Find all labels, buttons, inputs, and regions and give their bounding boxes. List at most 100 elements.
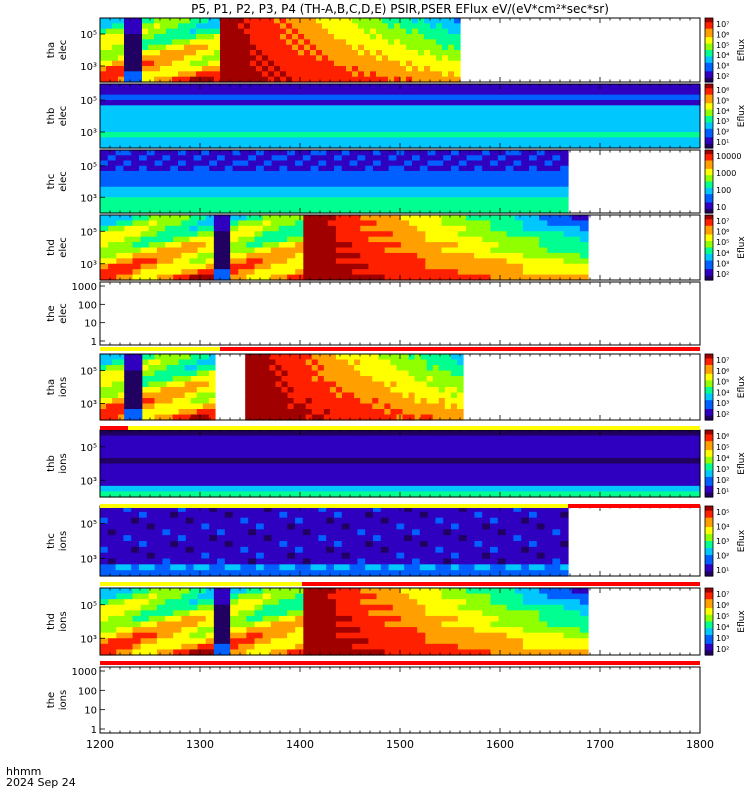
panel-thb-elec-cell: [610, 126, 621, 133]
panel-tha-elec-cell: [352, 28, 359, 35]
panel-thc-elec-cell: [396, 197, 405, 204]
panel-tha-elec-cell: [154, 55, 161, 62]
panel-thd-elec-cell: [531, 263, 540, 270]
panel-tha-elec-cell: [424, 28, 431, 35]
panel-tha-elec-cell: [214, 18, 221, 24]
panel-thd-elec-cell: [189, 236, 199, 243]
panel-thb-elec-cell: [470, 84, 481, 90]
panel-thc-elec-cell: [380, 186, 390, 193]
panel-thd-elec-colorbar-segment: [705, 217, 713, 220]
panel-tha-elec-cell: [100, 55, 107, 62]
panel-thb-elec-cell: [600, 137, 611, 144]
panel-tha-elec-cell: [412, 44, 419, 51]
panel-tha-elec-cell: [310, 39, 317, 46]
panel-thb-elec-cell: [240, 137, 251, 144]
panel-thd-elec-cell: [278, 252, 288, 259]
panel-tha-elec-cell: [178, 44, 185, 51]
panel-thc-elec-cell: [427, 202, 436, 209]
panel-tha-elec-cell: [418, 71, 425, 78]
panel-thc-elec-cell: [357, 207, 366, 214]
panel-thd-elec-cell: [327, 274, 337, 281]
panel-thc-elec-cell: [326, 186, 335, 193]
panel-tha-ions-cell: [305, 376, 313, 383]
panel-thc-elec-cell: [256, 150, 265, 156]
panel-thc-elec-colorbar-segment: [705, 192, 713, 195]
panel-thd-elec-cell: [165, 215, 174, 222]
panel-thc-elec-cell: [240, 160, 249, 167]
panel-thb-ions-cell: [460, 491, 471, 498]
panel-thb-elec-cell: [670, 121, 681, 128]
panel-thc-elec-cell: [240, 207, 249, 214]
panel-tha-ions-cell: [408, 376, 416, 383]
panel-thc-elec-colorbar-segment: [705, 171, 713, 174]
panel-tha-ions-colorbar-segment: [705, 400, 713, 403]
panel-thc-elec-cell: [217, 181, 226, 188]
panel-thb-elec-cell: [160, 142, 171, 149]
panel-tha-elec-cell: [340, 23, 347, 30]
panel-thb-elec-cell: [510, 132, 521, 138]
panel-thb-elec-cell: [690, 121, 701, 128]
panel-tha-elec-cell: [280, 71, 287, 78]
panel-thc-elec-cell: [170, 202, 179, 209]
panel-thb-elec-cell: [550, 94, 561, 101]
panel-thc-elec-cell: [544, 171, 553, 177]
panel-thc-elec-cell: [544, 197, 553, 204]
panel-thd-elec-cell: [555, 263, 565, 270]
panel-tha-ions-cell: [287, 354, 295, 361]
panel-thd-elec-cell: [156, 215, 166, 222]
panel-tha-ions-cell: [136, 354, 143, 361]
panel-thc-elec-cell: [318, 176, 327, 183]
panel-tha-elec-cell: [346, 76, 353, 83]
panel-thd-elec-cell: [384, 242, 394, 249]
panel-tha-elec-cell: [388, 66, 395, 72]
panel-thb-elec-cell: [460, 126, 471, 133]
panel-thb-elec-cell: [620, 89, 631, 96]
panel-thb-ions-cell: [430, 457, 441, 465]
panel-tha-ions-cell: [390, 381, 398, 388]
panel-tha-ions-cell: [154, 354, 162, 361]
panel-thd-elec-cell: [490, 269, 500, 276]
panel-thd-elec-cell: [189, 242, 199, 249]
panel-thc-elec-cell: [380, 150, 390, 156]
panel-tha-ions-colorbar-segment: [705, 378, 713, 381]
panel-thd-elec-cell: [466, 269, 475, 276]
panel-thb-elec-cell: [530, 142, 541, 149]
panel-tha-ions-cell: [414, 376, 422, 383]
panel-thc-elec-cell: [248, 207, 257, 214]
panel-tha-ions-cell: [438, 392, 446, 399]
panel-tha-ions-cell: [420, 359, 428, 366]
panel-thc-elec-cell: [404, 171, 413, 177]
panel-thb-ions-cell: [150, 430, 161, 437]
panel-thc-elec-cell: [279, 176, 288, 183]
panel-tha-ions-cell: [100, 370, 107, 377]
panel-tha-ions-colorbar-segment: [705, 382, 713, 386]
panel-thb-elec-cell: [260, 110, 271, 117]
panel-thc-elec-cell: [224, 186, 234, 193]
panel-thc-elec-cell: [404, 155, 413, 162]
panel-thd-elec-cell: [213, 258, 223, 265]
panel-thc-elec-cell: [310, 171, 319, 177]
panel-tha-elec-colorbar-segment: [705, 50, 713, 53]
panel-thd-elec-cell: [425, 263, 435, 270]
panel-thb-elec-cell: [570, 116, 581, 122]
panel-tha-ions-cell: [456, 381, 464, 388]
panel-thc-elec-cell: [287, 181, 296, 188]
panel-thc-elec-cell: [170, 207, 179, 214]
panel-thc-elec-cell: [318, 202, 327, 209]
panel-thb-ions-cell: [330, 463, 341, 470]
panel-thb-ions-cell: [360, 469, 371, 476]
panel-tha-elec-cell: [388, 39, 395, 46]
panel-thb-elec-cell: [330, 89, 341, 96]
panel-thb-elec-cell: [520, 121, 531, 128]
panel-tha-ions-cell: [317, 359, 325, 366]
panel-tha-elec-cell: [196, 55, 203, 62]
panel-tha-ions-cell: [275, 381, 283, 388]
panel-thb-elec-cell: [630, 84, 641, 90]
panel-tha-ions-cell: [281, 414, 289, 421]
panel-thc-elec-cell: [396, 176, 405, 183]
panel-thd-elec-cell: [498, 247, 508, 254]
panel-tha-ions-cell: [342, 365, 349, 372]
panel-thb-elec-cell: [370, 89, 381, 96]
panel-tha-ions-cell: [148, 365, 156, 372]
panel-thb-elec-cell: [380, 110, 391, 117]
